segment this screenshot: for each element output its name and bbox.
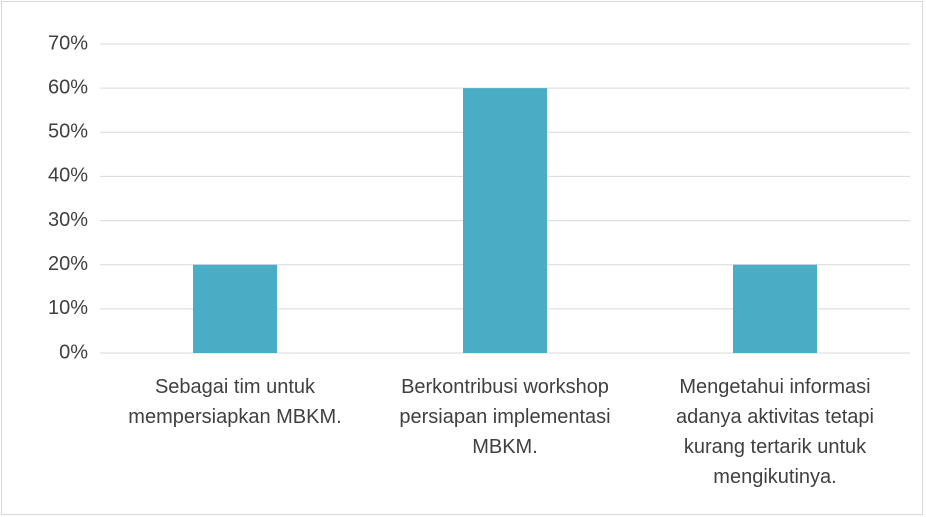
bar	[193, 264, 277, 353]
y-tick-label: 20%	[48, 253, 88, 275]
y-tick-label: 30%	[48, 209, 88, 231]
y-tick-label: 40%	[48, 165, 88, 187]
bar	[733, 264, 817, 353]
y-tick-label: 60%	[48, 76, 88, 98]
bar	[463, 88, 547, 354]
y-tick-label: 70%	[48, 32, 88, 54]
x-tick-label: Berkontribusi workshop persiapan impleme…	[399, 376, 621, 458]
x-tick-label: Mengetahui informasi adanya aktivitas te…	[676, 376, 880, 488]
y-tick-label: 50%	[48, 121, 88, 143]
y-tick-label: 10%	[48, 297, 88, 319]
y-tick-label: 0%	[59, 341, 88, 363]
x-tick-label: Sebagai tim untuk mempersiapkan MBKM.	[128, 376, 342, 428]
